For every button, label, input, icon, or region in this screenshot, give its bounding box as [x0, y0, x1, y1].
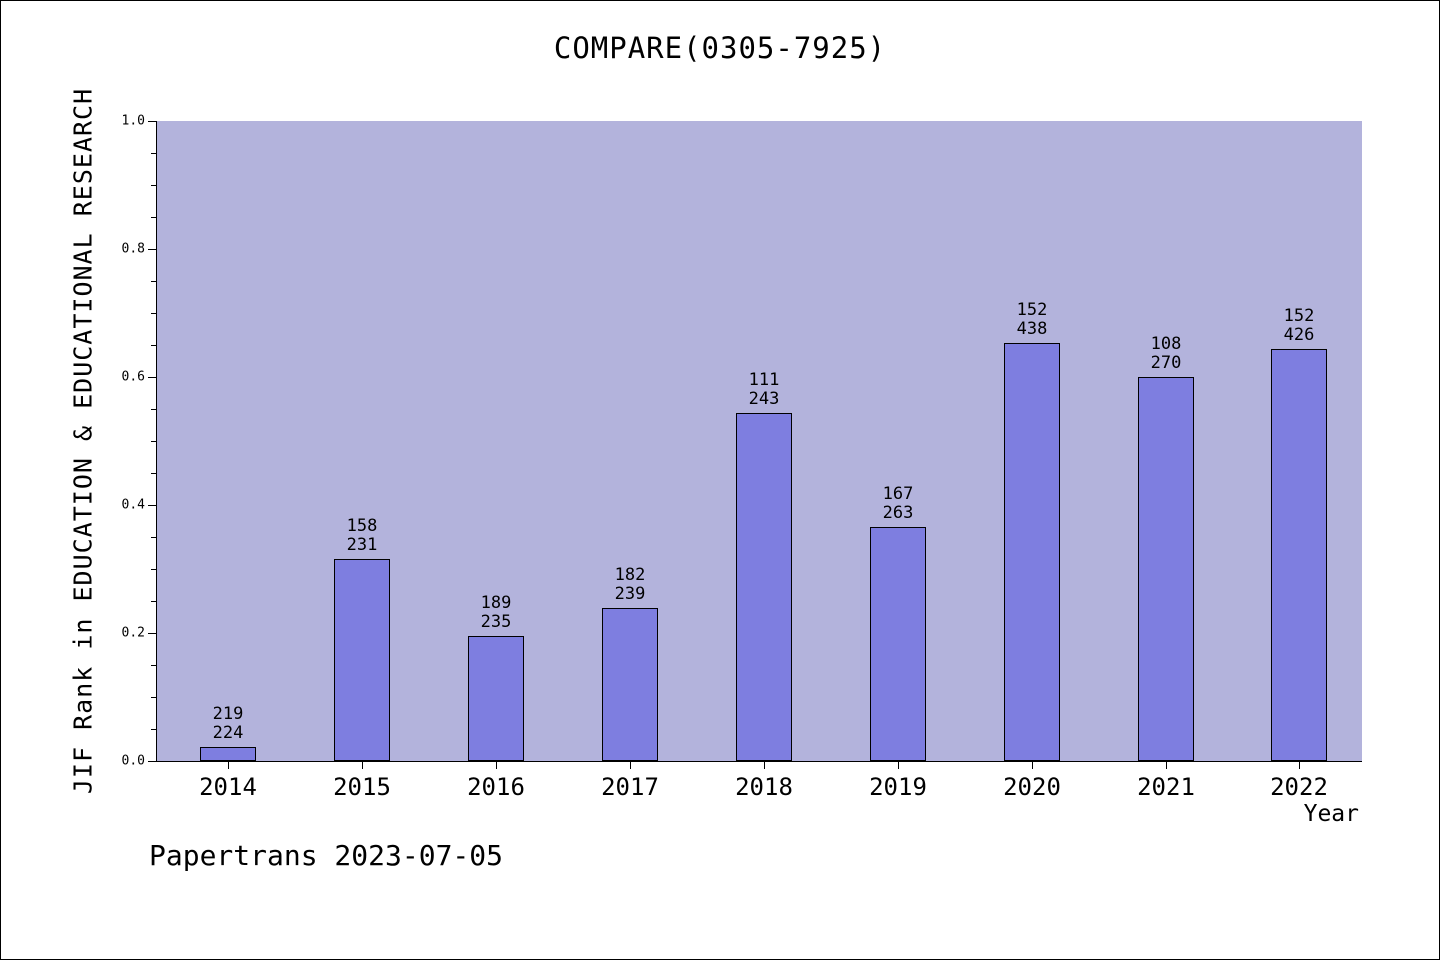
y-minor-tick: [151, 408, 156, 410]
y-tick-label: 1.0: [121, 113, 145, 129]
bar-value-label: 182 239: [570, 566, 690, 604]
bar-total-value: 239: [614, 584, 646, 604]
footer-text: Papertrans 2023-07-05: [149, 839, 504, 872]
bar-value-label: 108 270: [1106, 335, 1226, 373]
bar-value-label: 219 224: [168, 705, 288, 743]
y-minor-tick: [151, 568, 156, 570]
bar-total-value: 263: [882, 503, 914, 523]
x-tick: [630, 762, 631, 769]
y-tick: [148, 504, 156, 506]
chart-title: COMPARE(0305-7925): [553, 31, 887, 65]
bar: [334, 559, 390, 761]
bar-total-value: 235: [480, 612, 512, 632]
bar-rank-value: 219: [212, 704, 244, 724]
x-tick: [764, 762, 765, 769]
bar-rank-value: 158: [346, 516, 378, 536]
bar-rank-value: 111: [748, 370, 780, 390]
x-tick-label: 2021: [1137, 773, 1195, 801]
bar: [468, 636, 524, 761]
y-minor-tick: [151, 472, 156, 474]
x-tick: [362, 762, 363, 769]
x-tick: [898, 762, 899, 769]
x-tick-label: 2020: [1003, 773, 1061, 801]
y-tick: [148, 248, 156, 250]
x-tick: [1166, 762, 1167, 769]
x-tick-label: 2016: [467, 773, 525, 801]
x-tick: [228, 762, 229, 769]
y-minor-tick: [151, 344, 156, 346]
bar-rank-value: 189: [480, 593, 512, 613]
y-tick: [148, 376, 156, 378]
bar: [870, 527, 926, 761]
y-tick-label: 0.0: [121, 753, 145, 769]
bar-rank-value: 167: [882, 484, 914, 504]
bar-value-label: 111 243: [704, 371, 824, 409]
y-tick: [148, 632, 156, 634]
bar-total-value: 224: [212, 723, 244, 743]
bar-total-value: 243: [748, 389, 780, 409]
bar: [1004, 343, 1060, 761]
bar: [1138, 377, 1194, 761]
bar-value-label: 152 438: [972, 301, 1092, 339]
x-axis-label: Year: [1303, 801, 1359, 827]
bar-rank-value: 152: [1016, 300, 1048, 320]
x-tick-label: 2018: [735, 773, 793, 801]
bar-value-label: 189 235: [436, 594, 556, 632]
y-tick-label: 0.6: [121, 369, 145, 385]
bar-total-value: 438: [1016, 319, 1048, 339]
x-tick: [1032, 762, 1033, 769]
y-minor-tick: [151, 152, 156, 154]
x-tick: [1299, 762, 1300, 769]
y-tick-label: 0.8: [121, 241, 145, 257]
y-minor-tick: [151, 664, 156, 666]
x-tick-label: 2019: [869, 773, 927, 801]
bar-total-value: 426: [1283, 325, 1315, 345]
y-tick-label: 0.2: [121, 625, 145, 641]
x-tick-label: 2022: [1270, 773, 1328, 801]
bar-value-label: 167 263: [838, 485, 958, 523]
y-minor-tick: [151, 600, 156, 602]
y-minor-tick: [151, 184, 156, 186]
y-tick: [148, 760, 156, 762]
y-minor-tick: [151, 280, 156, 282]
x-tick: [496, 762, 497, 769]
x-tick-label: 2017: [601, 773, 659, 801]
bar-total-value: 231: [346, 535, 378, 555]
y-minor-tick: [151, 536, 156, 538]
y-minor-tick: [151, 696, 156, 698]
y-axis-label: JIF Rank in EDUCATION & EDUCATIONAL RESE…: [68, 87, 98, 795]
y-tick-label: 0.4: [121, 497, 145, 513]
bar-value-label: 152 426: [1239, 307, 1359, 345]
bar: [1271, 349, 1327, 761]
y-minor-tick: [151, 440, 156, 442]
bar-rank-value: 152: [1283, 306, 1315, 326]
bar: [200, 747, 256, 761]
bar-total-value: 270: [1150, 353, 1182, 373]
bar-rank-value: 108: [1150, 334, 1182, 354]
y-minor-tick: [151, 728, 156, 730]
y-minor-tick: [151, 216, 156, 218]
bar: [602, 608, 658, 761]
y-tick: [148, 120, 156, 122]
bar-value-label: 158 231: [302, 517, 422, 555]
bar: [736, 413, 792, 761]
x-tick-label: 2014: [199, 773, 257, 801]
x-tick-label: 2015: [333, 773, 391, 801]
y-minor-tick: [151, 312, 156, 314]
bar-rank-value: 182: [614, 565, 646, 585]
